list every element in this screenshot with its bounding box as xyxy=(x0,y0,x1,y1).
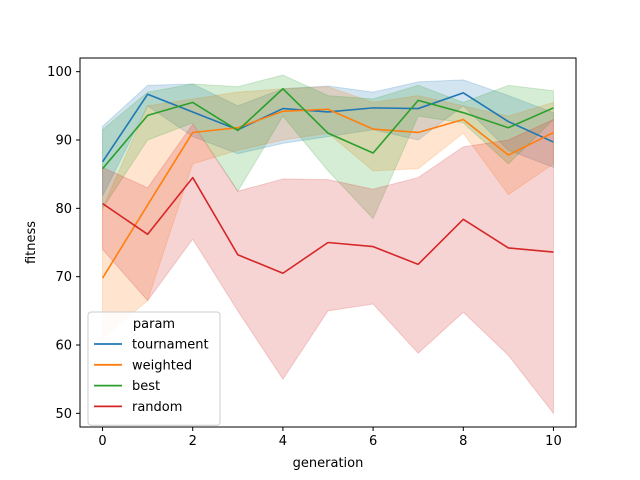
legend-title: param xyxy=(133,317,175,332)
y-tick-label: 60 xyxy=(55,339,72,354)
series-line-random xyxy=(102,176,554,275)
legend-label-random: random xyxy=(132,400,182,415)
y-tick-label: 90 xyxy=(55,134,72,149)
x-tick-label: 10 xyxy=(545,434,562,449)
plot-frame xyxy=(79,57,577,428)
y-tick-label: 80 xyxy=(55,202,72,217)
x-tick-label: 0 xyxy=(98,434,106,449)
x-tick-label: 8 xyxy=(459,434,467,449)
y-tick-label: 70 xyxy=(55,270,72,285)
ci-band-weighted xyxy=(102,86,554,340)
legend-items: tournament weighted best random xyxy=(94,338,209,415)
x-tick-label: 2 xyxy=(189,434,197,449)
y-axis-label: fitness xyxy=(24,221,39,264)
ci-band-best xyxy=(102,74,554,220)
legend: param tournament weighted best random xyxy=(87,311,221,426)
legend-label-weighted: weighted xyxy=(132,358,192,373)
x-tick-label: 4 xyxy=(279,434,287,449)
legend-box xyxy=(87,311,221,426)
ci-band-tournament xyxy=(102,79,554,197)
series-line-weighted xyxy=(101,108,554,279)
x-tick-label: 6 xyxy=(369,434,377,449)
y-tick-label: 100 xyxy=(47,65,72,80)
series-lines xyxy=(101,87,554,279)
series-line-best xyxy=(101,87,554,170)
x-axis-label: generation xyxy=(293,456,364,471)
x-axis: 0 2 4 6 8 10 xyxy=(98,427,562,449)
y-tick-label: 50 xyxy=(55,407,72,422)
y-axis: 50 60 70 80 90 100 xyxy=(47,65,80,422)
confidence-bands xyxy=(102,74,554,415)
legend-label-best: best xyxy=(132,379,160,394)
legend-label-tournament: tournament xyxy=(132,338,209,353)
ci-band-random xyxy=(102,118,554,415)
